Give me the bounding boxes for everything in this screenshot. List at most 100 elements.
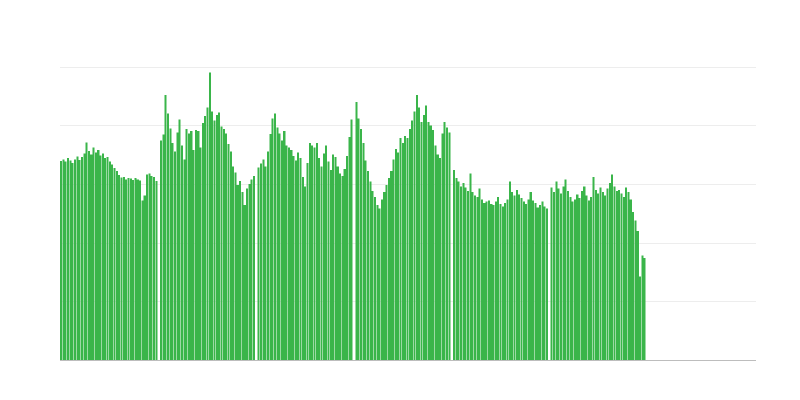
volume-bar: [401, 142, 404, 360]
volume-bar: [232, 166, 235, 360]
volume-bar: [562, 186, 565, 360]
volume-bar: [508, 181, 511, 360]
volume-bar: [552, 192, 556, 360]
volume-bar: [448, 132, 451, 360]
volume-bar: [269, 134, 272, 360]
volume-bar: [104, 158, 107, 360]
volume-bar: [287, 147, 290, 360]
volume-bar: [325, 145, 328, 360]
volume-bar: [299, 158, 302, 360]
volume-bar: [199, 147, 202, 360]
volume-bar: [127, 178, 130, 360]
volume-bar: [290, 149, 293, 360]
volume-bar: [583, 186, 586, 360]
volume-bar: [246, 188, 249, 360]
volume-bar: [499, 203, 502, 360]
volume-bar: [187, 133, 190, 360]
volume-bar: [636, 230, 639, 360]
volume-bar: [559, 193, 563, 360]
volume-bar: [99, 155, 102, 360]
volume-bar: [625, 187, 628, 360]
volume-bar: [469, 173, 472, 360]
volume-bar: [364, 160, 367, 360]
volume-bar: [134, 178, 137, 360]
volume-bar: [620, 193, 623, 360]
volume-bar: [411, 120, 414, 360]
volume-bar: [578, 198, 581, 360]
volume-bar: [632, 212, 635, 360]
volume-bar: [592, 176, 595, 360]
volume-bar: [357, 118, 360, 360]
volume-bar: [408, 128, 411, 360]
volume-bar: [176, 132, 179, 360]
volume-bar: [532, 200, 535, 360]
volume-bar: [139, 180, 142, 360]
volume-bar: [608, 182, 611, 360]
volume-bar: [136, 179, 139, 360]
volume-bar: [590, 196, 593, 360]
volume-bar: [129, 178, 132, 360]
volume-bar: [73, 159, 76, 360]
volume-bar: [478, 188, 481, 360]
volume-bar: [541, 201, 544, 360]
volume-bar: [185, 128, 188, 360]
volume-bar: [141, 200, 144, 360]
volume-bar: [576, 194, 579, 360]
volume-bar: [60, 161, 63, 360]
volume-bar: [439, 158, 442, 360]
volume-bar: [113, 168, 116, 360]
volume-bar: [101, 153, 104, 360]
volume-bar: [334, 157, 337, 360]
volume-bar: [555, 181, 558, 360]
volume-bar: [304, 186, 307, 360]
volume-bar: [294, 160, 297, 360]
volume-bar: [222, 128, 225, 360]
volume-bar: [153, 176, 156, 360]
volume-bar: [85, 142, 88, 360]
volume-bar: [536, 207, 539, 360]
volume-bar: [71, 162, 74, 360]
volume-bar: [566, 191, 569, 360]
volume-bar: [336, 166, 339, 360]
volume-bar: [425, 105, 428, 360]
volume-bar: [573, 199, 576, 360]
volume-bar: [520, 198, 523, 360]
volume-bar: [220, 126, 223, 360]
volume-bar: [466, 191, 469, 360]
volume-bar: [150, 175, 153, 360]
volume-bar: [348, 137, 351, 360]
volume-bar: [464, 187, 467, 360]
volume-bar: [585, 195, 588, 360]
volume-bar: [359, 128, 363, 360]
volume-bar: [343, 168, 346, 360]
volume-bar: [327, 161, 330, 360]
volume-bar: [527, 199, 530, 360]
volume-bar: [511, 192, 514, 360]
volume-bar: [87, 151, 90, 360]
volume-bar: [118, 175, 121, 360]
volume-bar: [313, 147, 316, 360]
volume-bar: [622, 196, 625, 360]
volume-bar: [80, 157, 83, 360]
volume-bar: [564, 179, 567, 360]
volume-bar: [69, 160, 72, 360]
volume-bar: [229, 151, 232, 360]
volume-bar: [497, 196, 500, 360]
volume-bar: [197, 131, 200, 360]
volume-bar: [385, 185, 388, 360]
volume-bar: [571, 201, 574, 360]
volume-bar: [611, 174, 614, 360]
volume-bar: [615, 191, 618, 360]
volume-bar: [311, 145, 314, 360]
volume-bar: [339, 173, 342, 360]
volume-bar: [580, 191, 583, 360]
volume-bar: [606, 188, 609, 360]
volume-bar: [480, 199, 483, 360]
volume-bar: [487, 200, 490, 360]
volume-bar: [518, 194, 521, 360]
volume-bar: [594, 189, 597, 360]
volume-bar: [373, 196, 376, 360]
volume-bar: [227, 144, 230, 360]
volume-bar: [155, 181, 158, 360]
